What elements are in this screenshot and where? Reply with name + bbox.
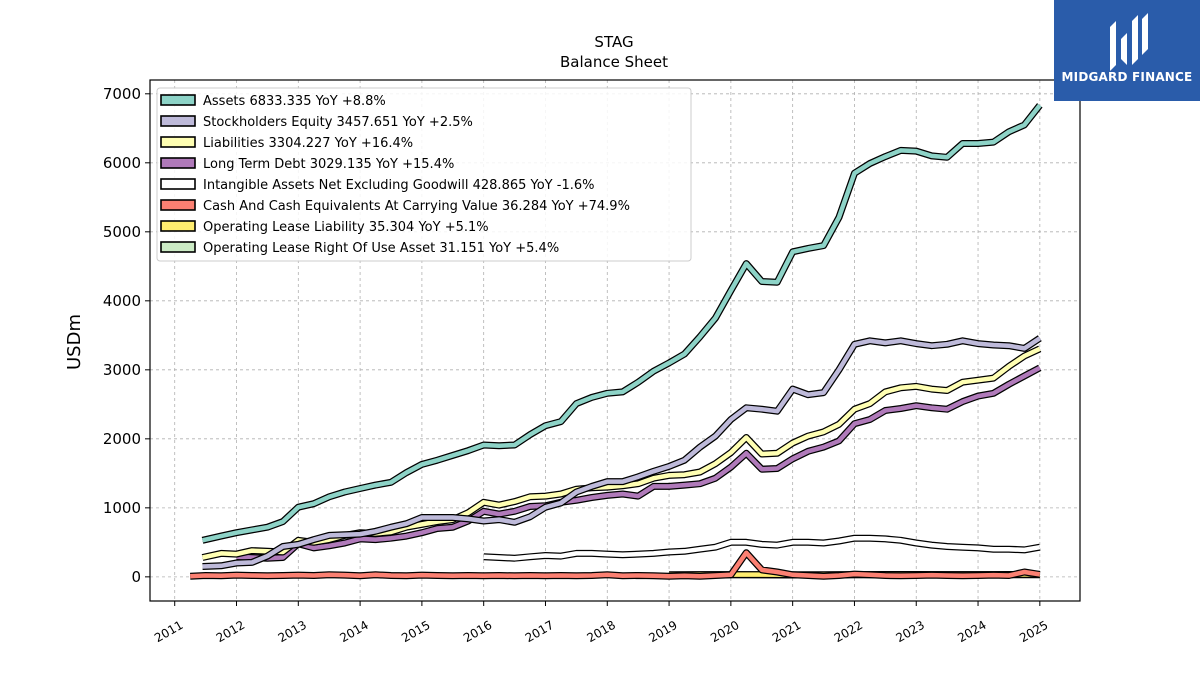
- series-line: [202, 103, 1042, 543]
- legend-label: Assets 6833.335 YoY +8.8%: [203, 94, 386, 109]
- legend-label: Cash And Cash Equivalents At Carrying Va…: [203, 199, 630, 214]
- x-tick-label: 2014: [337, 618, 370, 645]
- x-tick-label: 2020: [708, 618, 741, 645]
- legend-swatch: [160, 115, 196, 127]
- y-tick-label: 2000: [103, 430, 141, 448]
- brand-logo: MIDGARD FINANCE: [1054, 0, 1200, 101]
- legend: Assets 6833.335 YoY +8.8% Stockholders Eq…: [156, 87, 692, 262]
- series-stockholders-equity: [202, 335, 1042, 570]
- series-line: [236, 365, 1041, 561]
- x-tick-label: 2016: [461, 618, 494, 645]
- series-line: [202, 336, 1042, 569]
- plot-frame: [149, 79, 1081, 602]
- y-tick-label: 1000: [103, 499, 141, 517]
- y-tick-label: 7000: [103, 85, 141, 103]
- legend-swatch: [160, 241, 196, 253]
- x-tick-label: 2018: [585, 618, 618, 645]
- series-intangible-assets-net-excluding-goodwill: [483, 534, 1041, 562]
- legend-swatch: [160, 136, 196, 148]
- series-liabilities: [201, 345, 1042, 561]
- legend-label: Operating Lease Liability 35.304 YoY +5.…: [203, 220, 489, 235]
- x-tick-label: 2011: [152, 618, 185, 645]
- series-long-term-debt: [236, 364, 1042, 562]
- legend-swatch: [160, 94, 196, 106]
- chart-subtitle: Balance Sheet: [560, 53, 668, 71]
- y-tick-label: 5000: [103, 223, 141, 241]
- y-tick-label: 6000: [103, 154, 141, 172]
- legend-label: Liabilities 3304.227 YoY +16.4%: [203, 136, 413, 151]
- legend-box: [156, 87, 692, 262]
- series-outline: [201, 345, 1042, 561]
- legend-label: Stockholders Equity 3457.651 YoY +2.5%: [203, 115, 473, 130]
- chart-title: STAG: [594, 33, 633, 51]
- y-tick-label: 0: [131, 568, 141, 586]
- series-line: [202, 346, 1041, 560]
- legend-swatch: [160, 199, 196, 211]
- x-tick-label: 2024: [955, 618, 988, 645]
- legend-label: Long Term Debt 3029.135 YoY +15.4%: [203, 157, 454, 172]
- legend-swatch: [160, 157, 196, 169]
- x-tick-label: 2015: [399, 618, 432, 645]
- legend-label: Operating Lease Right Of Use Asset 31.15…: [203, 241, 559, 256]
- series-outline: [202, 335, 1042, 570]
- x-tick-label: 2025: [1017, 618, 1050, 645]
- series-line: [190, 550, 1041, 579]
- legend-swatch: [160, 220, 196, 232]
- y-axis-label: USDm: [64, 314, 85, 370]
- series-line: [483, 535, 1041, 561]
- series-outline: [236, 364, 1042, 562]
- x-tick-label: 2022: [832, 618, 865, 645]
- y-tick-label: 4000: [103, 292, 141, 310]
- series-assets: [201, 103, 1043, 544]
- legend-swatch: [160, 178, 196, 190]
- x-tick-label: 2013: [276, 618, 309, 645]
- x-tick-label: 2021: [770, 618, 803, 645]
- series-lines: [190, 103, 1043, 580]
- legend-label: Intangible Assets Net Excluding Goodwill…: [203, 178, 594, 193]
- series-cash-and-cash-equivalents-at-carrying-value: [190, 549, 1041, 580]
- brand-logo-icon: [1110, 13, 1148, 71]
- x-tick-label: 2012: [214, 618, 247, 645]
- x-tick-label: 2023: [894, 618, 927, 645]
- brand-name: MIDGARD FINANCE: [1061, 70, 1193, 84]
- x-tick-label: 2017: [523, 618, 556, 645]
- y-tick-label: 3000: [103, 361, 141, 379]
- x-tick-label: 2019: [646, 618, 679, 645]
